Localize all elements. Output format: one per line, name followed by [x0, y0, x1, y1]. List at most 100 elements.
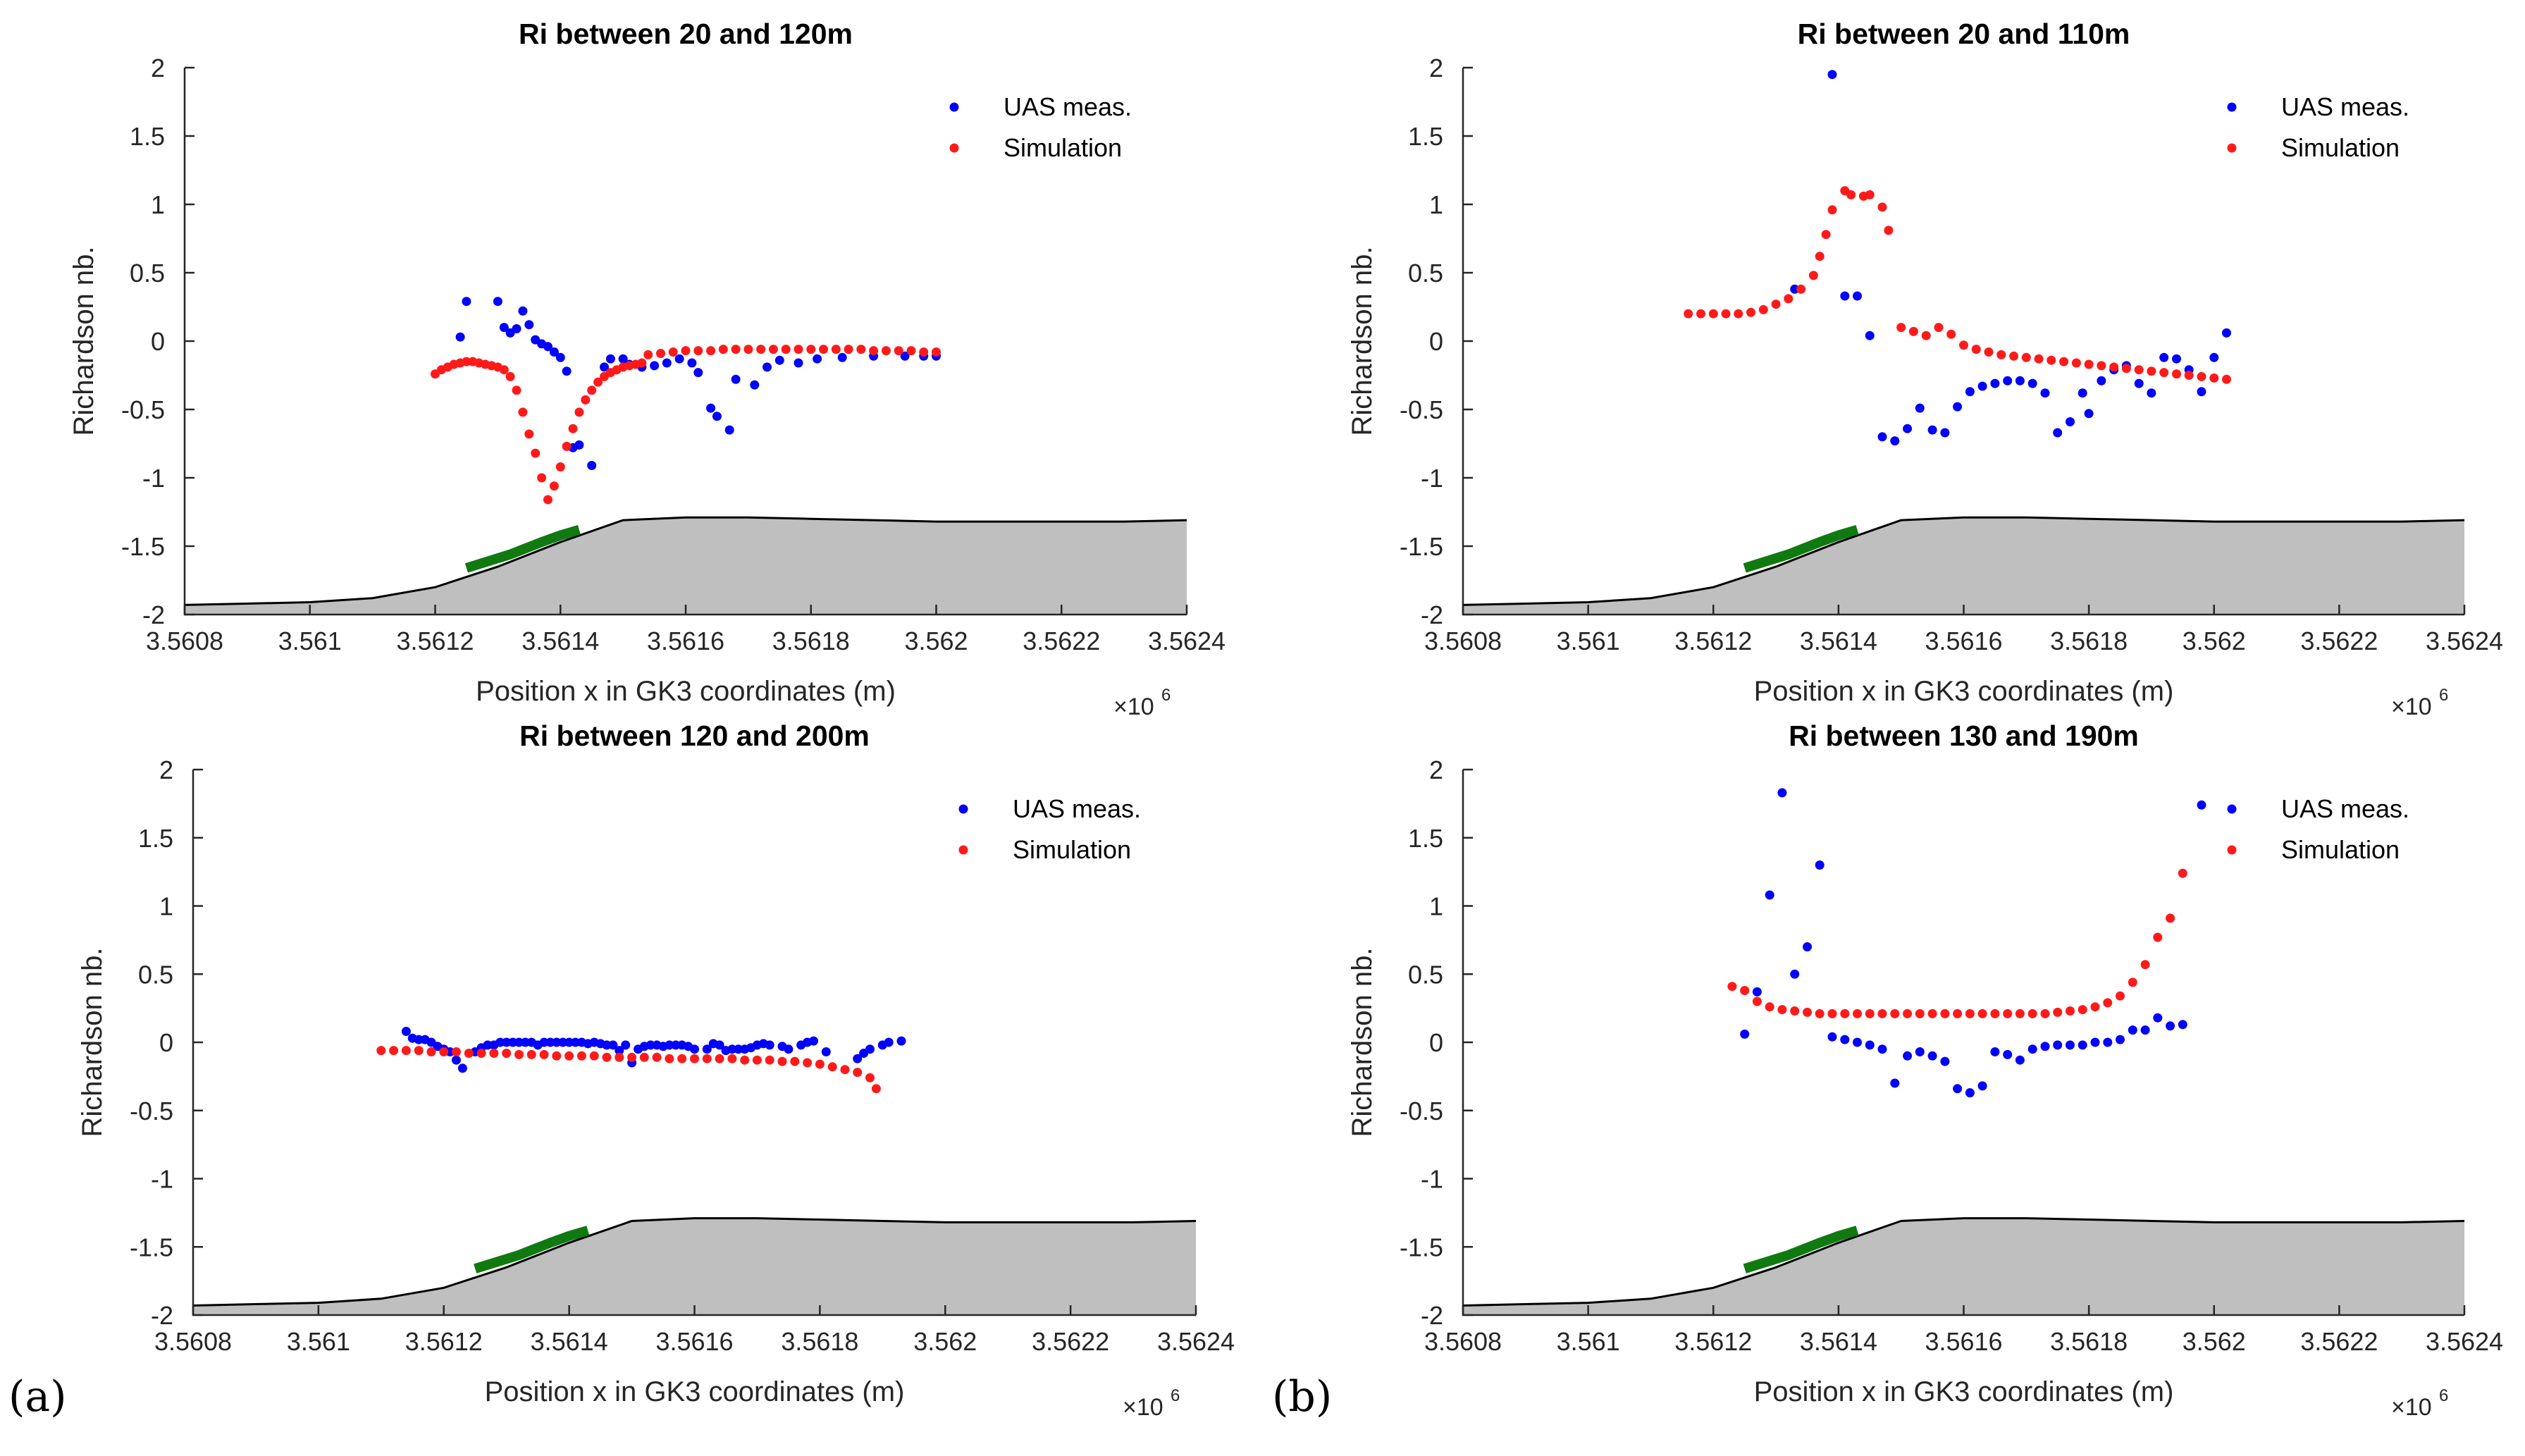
terrain-area	[1463, 517, 2464, 615]
uas-point	[2140, 1025, 2150, 1035]
uas-point	[1790, 969, 1800, 979]
panel-label-b: (b)	[1272, 1372, 1332, 1421]
uas-point	[555, 352, 565, 362]
y-tick-label: -1	[151, 1165, 173, 1194]
uas-point	[2040, 388, 2050, 398]
simulation-point	[587, 385, 597, 395]
y-tick-label: 1.5	[1408, 122, 1443, 151]
simulation-point	[1884, 226, 1894, 235]
simulation-point	[1765, 1002, 1774, 1012]
simulation-point	[2172, 369, 2181, 379]
y-tick-label: 2	[1429, 755, 1443, 784]
legend-label: UAS meas.	[2281, 794, 2409, 823]
uas-point	[671, 1040, 681, 1050]
simulation-point	[1821, 230, 1831, 240]
simulation-point	[1971, 345, 1981, 354]
simulation-point	[765, 1055, 774, 1065]
simulation-point	[637, 358, 647, 368]
uas-point	[457, 1063, 467, 1073]
simulation-point	[639, 1052, 649, 1062]
uas-point	[621, 1040, 631, 1050]
x-tick-label: 3.562	[904, 627, 968, 655]
x-tick-label: 3.561	[287, 1327, 350, 1356]
simulation-point	[1815, 1008, 1825, 1018]
uas-point	[706, 403, 716, 413]
x-tick-label: 3.5622	[2300, 627, 2378, 655]
simulation-point	[2090, 1002, 2100, 1012]
uas-point	[2027, 378, 2037, 388]
uas-point	[2003, 1049, 2013, 1059]
simulation-point	[524, 429, 534, 439]
simulation-point	[2159, 368, 2169, 378]
simulation-point	[514, 1049, 524, 1059]
simulation-point	[2059, 357, 2069, 366]
y-tick-label: -1.5	[1400, 532, 1443, 561]
y-tick-label: -1	[142, 464, 165, 493]
uas-point	[687, 358, 697, 368]
simulation-point	[1959, 340, 1968, 350]
legend-marker	[2227, 804, 2237, 814]
simulation-point	[665, 1054, 674, 1063]
uas-point	[2172, 354, 2181, 364]
simulation-point	[1896, 323, 1906, 333]
uas-point	[493, 297, 502, 307]
simulation-point	[1846, 190, 1856, 199]
x-tick-label: 3.5618	[2050, 1327, 2128, 1356]
uas-point	[1853, 291, 1862, 301]
simulation-point	[693, 346, 703, 356]
simulation-point	[777, 1056, 787, 1066]
simulation-point	[562, 441, 572, 451]
simulation-point	[2134, 365, 2144, 375]
uas-point	[605, 354, 615, 364]
forest-strip	[1743, 1226, 1859, 1273]
simulation-point	[702, 1054, 712, 1063]
simulation-point	[803, 1058, 813, 1068]
x-axis-exponent: ×10	[1123, 1394, 1163, 1421]
simulation-point	[768, 345, 778, 354]
x-tick-label: 3.5614	[1800, 627, 1877, 655]
y-tick-label: 1	[1429, 190, 1443, 219]
y-tick-label: -0.5	[1400, 395, 1443, 424]
x-tick-label: 3.5616	[655, 1327, 733, 1356]
uas-point	[715, 1040, 724, 1050]
x-tick-label: 3.5612	[1674, 1327, 1752, 1356]
uas-point	[1827, 70, 1837, 80]
legend-marker	[2227, 143, 2237, 153]
simulation-point	[718, 345, 728, 354]
uas-point	[2027, 1044, 2037, 1054]
simulation-point	[2027, 1008, 2037, 1018]
simulation-point	[502, 1049, 512, 1058]
uas-point	[2134, 378, 2144, 388]
y-tick-label: 0	[1429, 327, 1443, 356]
uas-point	[1765, 890, 1774, 900]
uas-point	[1853, 1037, 1862, 1047]
simulation-point	[499, 365, 509, 375]
y-tick-label: 1.5	[1408, 824, 1443, 853]
uas-point	[2128, 1025, 2137, 1035]
x-tick-label: 3.5612	[405, 1327, 483, 1356]
uas-point	[1915, 403, 1925, 413]
simulation-point	[871, 1084, 881, 1094]
uas-point	[813, 354, 822, 364]
simulation-point	[715, 1054, 724, 1063]
simulation-point	[752, 1055, 762, 1065]
uas-point	[512, 324, 521, 333]
simulation-point	[2071, 358, 2081, 368]
simulation-point	[1946, 329, 1956, 339]
uas-point	[1965, 387, 1975, 397]
x-tick-label: 3.5616	[1925, 1327, 2002, 1356]
simulation-point	[1927, 1008, 1937, 1018]
simulation-point	[894, 346, 903, 356]
simulation-point	[2103, 998, 2113, 1008]
uas-point	[1790, 284, 1800, 294]
simulation-point	[376, 1046, 386, 1056]
uas-point	[1965, 1088, 1975, 1098]
y-tick-label: 0.5	[130, 259, 165, 288]
uas-point	[712, 412, 722, 421]
x-tick-label: 3.562	[2183, 627, 2246, 655]
uas-point	[2178, 1020, 2187, 1030]
uas-point	[1840, 291, 1850, 301]
simulation-point	[464, 1049, 474, 1058]
y-tick-label: -1	[1421, 464, 1443, 493]
simulation-point	[1727, 982, 1737, 992]
